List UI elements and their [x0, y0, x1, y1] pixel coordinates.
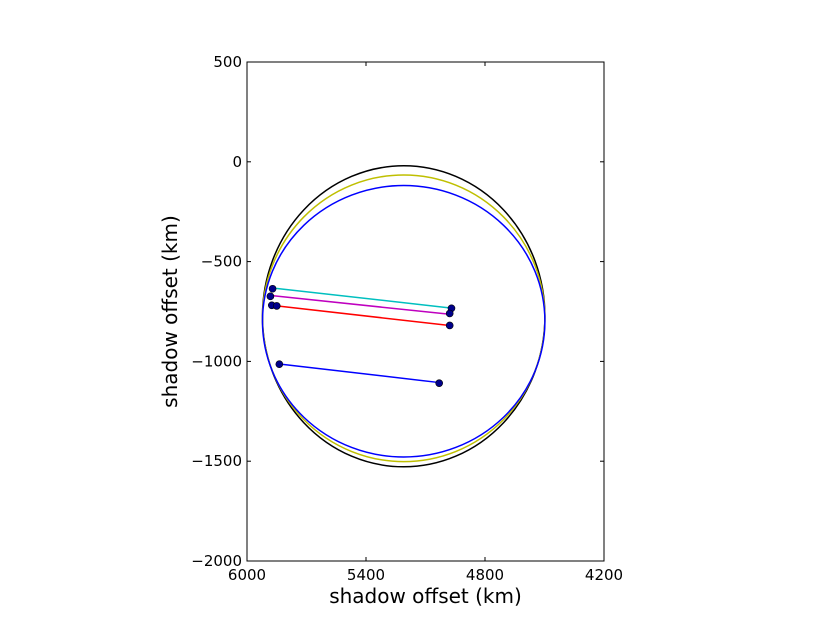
- plot-frame: [246, 61, 605, 562]
- data-point: [435, 379, 443, 387]
- data-point: [275, 360, 284, 368]
- ellipse-3: [261, 184, 546, 458]
- chord-1: [272, 287, 452, 309]
- x-ticks: 6000 5400 4800 4200: [228, 62, 623, 584]
- y-tick-label: 0: [232, 153, 242, 171]
- y-ticks: 500 0 −500 −1000 −1500 −2000: [191, 53, 604, 570]
- x-tick-label: 5400: [347, 566, 385, 584]
- plot-data-layer: [261, 165, 546, 468]
- x-tick-label: 6000: [228, 566, 266, 584]
- chord-3: [276, 305, 450, 327]
- y-tick-label: −500: [201, 253, 242, 271]
- x-tick-label: 4800: [466, 566, 504, 584]
- y-tick-label: 500: [213, 53, 242, 71]
- data-point: [266, 292, 275, 301]
- y-tick-label: −2000: [191, 552, 242, 570]
- y-tick-label: −1000: [191, 352, 242, 370]
- data-point: [268, 284, 277, 293]
- chord-4: [279, 363, 440, 384]
- x-tick-label: 4200: [585, 566, 623, 584]
- data-point: [445, 321, 454, 330]
- y-axis-title: shadow offset (km): [158, 215, 182, 408]
- chord-2: [270, 294, 450, 316]
- x-axis-title: shadow offset (km): [329, 584, 522, 608]
- y-tick-label: −1500: [191, 452, 242, 470]
- data-point: [272, 302, 281, 310]
- data-point: [445, 309, 454, 318]
